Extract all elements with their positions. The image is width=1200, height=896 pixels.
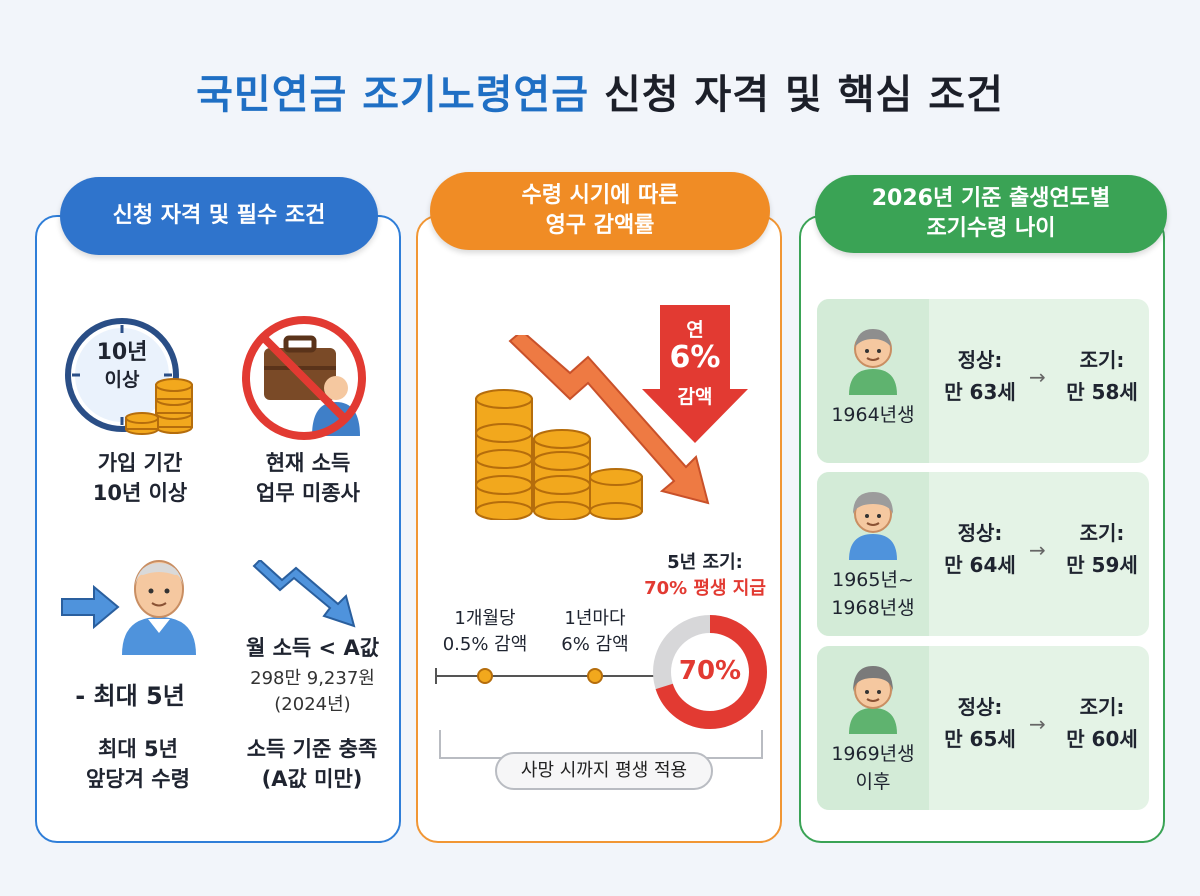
arrow-icon: → xyxy=(1029,712,1046,736)
item3-line2: 앞당겨 수령 xyxy=(86,767,190,791)
coins-decline-icon xyxy=(475,335,710,520)
eligibility-header-text: 신청 자격 및 필수 조건 xyxy=(112,203,326,228)
clock-above: 이상 xyxy=(104,369,140,391)
normal-label: 정상: xyxy=(957,695,1003,719)
birth-line2: 이후 xyxy=(855,771,891,793)
birth-line2: 1968년생 xyxy=(831,597,915,619)
income-title: 월 소득 < A값 xyxy=(245,636,380,660)
no-work-icon xyxy=(242,316,366,440)
reduction-header-line1: 수령 시기에 따른 xyxy=(521,183,679,208)
item1-line1: 가입 기간 xyxy=(97,451,183,475)
birth-line1: 1969년생 xyxy=(831,743,915,765)
eligibility-header: 신청 자격 및 필수 조건 xyxy=(60,177,378,255)
item2-line2: 업무 미종사 xyxy=(256,481,360,505)
birth-line1: 1964년생 xyxy=(831,404,915,426)
item2-line1: 현재 소득 xyxy=(265,451,351,475)
right-arrow-icon xyxy=(61,585,120,629)
normal-age: 만 64세 xyxy=(944,553,1016,577)
normal-label: 정상: xyxy=(957,348,1003,372)
donut-label: 70% xyxy=(678,656,742,686)
tick1-line1: 1개월당 xyxy=(454,608,516,629)
elderly-person-icon xyxy=(849,329,897,395)
birth-line1: 1965년~ xyxy=(832,569,914,591)
age-row-1965-1968: 1965년~ 1968년생 정상: 만 64세 → 조기: 만 59세 xyxy=(817,472,1149,636)
elderly-person-icon xyxy=(849,666,897,734)
income-year: (2024년) xyxy=(274,694,351,715)
badge-year: 연 xyxy=(686,319,704,341)
item1-line2: 10년 이상 xyxy=(92,481,188,505)
age-header-line1: 2026년 기준 출생연도별 xyxy=(871,186,1111,211)
early-line2: 70% 평생 지급 xyxy=(644,578,766,599)
lifetime-footer: 사망 시까지 평생 적용 xyxy=(495,752,713,790)
early-label: 조기: xyxy=(1079,348,1125,372)
title-highlight: 국민연금 조기노령연금 xyxy=(196,72,590,118)
badge-percent: 6% xyxy=(669,340,721,375)
early-line1: 5년 조기: xyxy=(667,552,743,573)
age-header: 2026년 기준 출생연도별 조기수령 나이 xyxy=(815,175,1167,253)
item4-line2: (A값 미만) xyxy=(261,767,363,791)
reduction-header-line2: 영구 감액률 xyxy=(545,213,655,238)
title-rest: 신청 자격 및 핵심 조건 xyxy=(603,72,1004,118)
arrow-icon: → xyxy=(1029,538,1046,562)
tick2-line1: 1년마다 xyxy=(564,608,626,629)
timeline xyxy=(435,668,658,684)
arrow-icon: → xyxy=(1029,365,1046,389)
tick1-line2: 0.5% 감액 xyxy=(442,634,528,655)
max-years-label: - 최대 5년 xyxy=(75,682,185,710)
income-amount: 298만 9,237원 xyxy=(250,668,375,689)
early-age: 만 60세 xyxy=(1066,727,1138,751)
age-header-line2: 조기수령 나이 xyxy=(926,216,1056,241)
age-row-1969: 1969년생 이후 정상: 만 65세 → 조기: 만 60세 xyxy=(817,646,1149,810)
item4-line1: 소득 기준 충족 xyxy=(246,737,378,761)
donut-chart xyxy=(653,615,767,729)
early-label: 조기: xyxy=(1079,695,1125,719)
age-row-1964: 1964년생 정상: 만 63세 → 조기: 만 58세 xyxy=(817,299,1149,463)
down-trend-arrow-icon xyxy=(252,560,356,628)
tick2-line2: 6% 감액 xyxy=(561,634,629,655)
elderly-man-icon xyxy=(122,560,196,655)
early-age: 만 58세 xyxy=(1066,380,1138,404)
eligibility-panel xyxy=(35,215,401,843)
clock-years: 10년 xyxy=(96,340,148,365)
early-age: 만 59세 xyxy=(1066,553,1138,577)
elderly-person-icon xyxy=(849,492,897,560)
reduction-header: 수령 시기에 따른 영구 감액률 xyxy=(430,172,770,250)
page-title: 국민연금 조기노령연금 신청 자격 및 핵심 조건 xyxy=(0,62,1200,120)
normal-label: 정상: xyxy=(957,521,1003,545)
clock-coins-icon xyxy=(65,318,193,435)
normal-age: 만 65세 xyxy=(944,727,1016,751)
badge-reduce: 감액 xyxy=(677,386,713,408)
normal-age: 만 63세 xyxy=(944,380,1016,404)
item3-line1: 최대 5년 xyxy=(98,737,178,761)
red-down-arrow-icon xyxy=(642,305,748,443)
early-label: 조기: xyxy=(1079,521,1125,545)
